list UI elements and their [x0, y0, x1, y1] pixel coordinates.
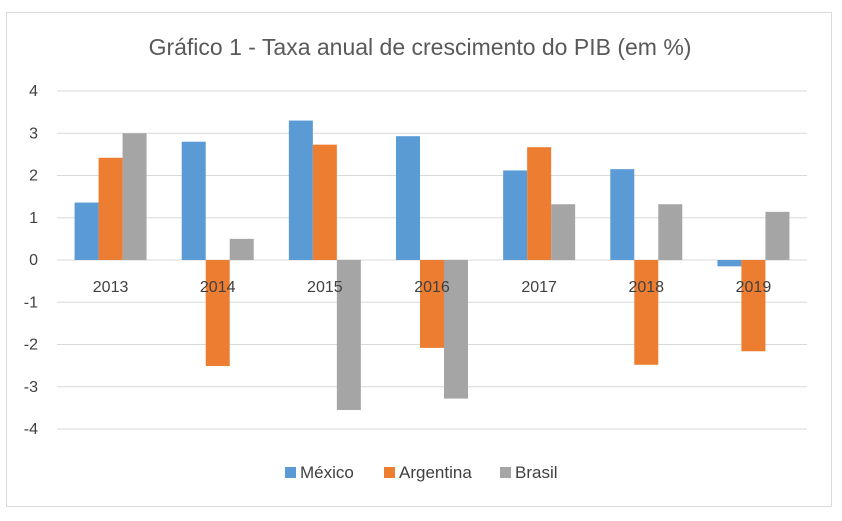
- bar-argentina-2016: [420, 260, 444, 348]
- bar-argentina-2015: [312, 144, 337, 260]
- y-tick-label: -3: [24, 379, 38, 396]
- bar-brasil-2016: [444, 260, 468, 399]
- y-tick-label: 3: [29, 125, 38, 142]
- x-tick-label: 2017: [521, 279, 557, 296]
- y-tick-label: 2: [29, 168, 38, 185]
- bar-brasil-2018: [658, 204, 683, 260]
- y-tick-label: -1: [24, 294, 38, 311]
- y-tick-label: -2: [24, 337, 38, 354]
- bar-méxico-2015: [288, 120, 313, 260]
- x-tick-label: 2013: [93, 279, 129, 296]
- bar-argentina-2018: [634, 260, 659, 365]
- legend-label: Brasil: [515, 463, 558, 482]
- x-tick-label: 2015: [307, 279, 343, 296]
- bar-méxico-2016: [396, 136, 420, 260]
- bar-brasil-2015: [336, 260, 361, 410]
- y-tick-label: -4: [24, 421, 38, 438]
- legend: México Argentina Brasil: [285, 463, 558, 482]
- bar-méxico-2014: [181, 141, 206, 260]
- x-tick-label: 2014: [200, 279, 236, 296]
- bar-brasil-2017: [551, 204, 576, 260]
- bar-brasil-2013: [122, 133, 147, 260]
- bars: [74, 120, 790, 410]
- bar-argentina-2014: [205, 260, 230, 367]
- bar-méxico-2017: [503, 170, 528, 260]
- bar-argentina-2017: [527, 147, 552, 260]
- x-axis: 2013 2014 2015 2016 2017 2018 2019: [93, 279, 772, 296]
- bar-méxico-2018: [610, 169, 635, 260]
- x-tick-label: 2019: [736, 279, 772, 296]
- bar-argentina-2019: [741, 260, 766, 352]
- bar-argentina-2013: [98, 157, 123, 260]
- y-tick-label: 0: [29, 252, 38, 269]
- bar-brasil-2014: [229, 238, 254, 260]
- legend-label: Argentina: [399, 463, 472, 482]
- y-tick-label: 4: [29, 83, 38, 100]
- legend-swatch: [500, 467, 511, 478]
- y-tick-label: 1: [29, 210, 38, 227]
- bar-méxico-2019: [717, 260, 742, 267]
- bar-brasil-2019: [765, 211, 790, 260]
- bar-méxico-2013: [74, 202, 99, 260]
- legend-swatch: [384, 467, 395, 478]
- x-tick-label: 2016: [414, 279, 450, 296]
- x-tick-label: 2018: [628, 279, 664, 296]
- y-axis: 4 3 2 1 0 -1 -2 -3 -4: [24, 83, 38, 438]
- legend-label: México: [300, 463, 354, 482]
- legend-swatch: [285, 467, 296, 478]
- chart-title: Gráfico 1 - Taxa anual de crescimento do…: [149, 34, 692, 60]
